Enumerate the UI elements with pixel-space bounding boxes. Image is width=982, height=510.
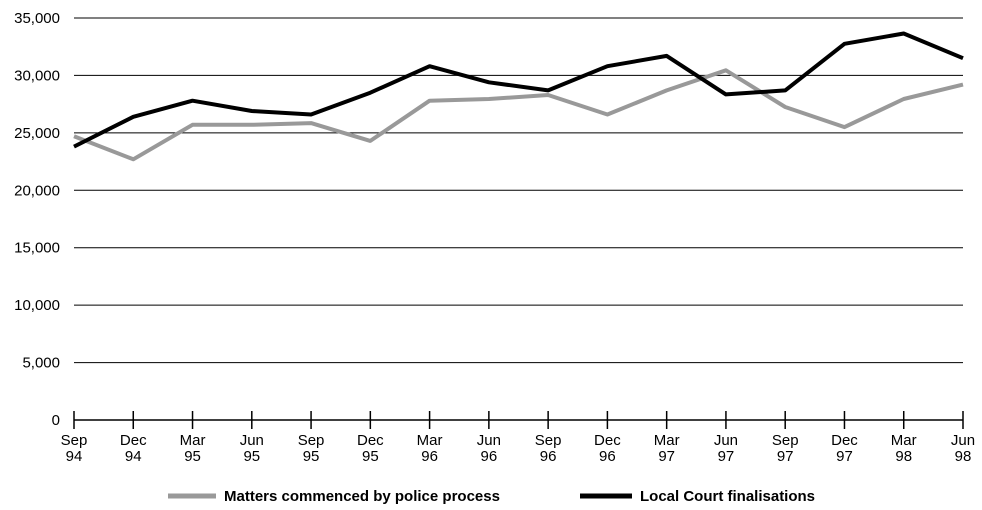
x-tick-label-year: 97 xyxy=(836,448,853,465)
x-tick-label-year: 96 xyxy=(421,448,438,465)
legend: Matters commenced by police process Local… xyxy=(168,488,815,505)
x-tick-label-year: 96 xyxy=(481,448,498,465)
x-tick-label-month: Sep xyxy=(535,432,562,449)
x-tick-label-month: Mar xyxy=(891,432,917,449)
y-tick-label: 20,000 xyxy=(14,182,60,199)
grid-lines xyxy=(74,17,963,364)
x-tick-label-year: 96 xyxy=(540,448,557,465)
x-tick-label-month: Dec xyxy=(831,432,858,449)
x-tick-labels: Sep94Dec94Mar95Jun95Sep95Dec95Mar96Jun96… xyxy=(61,432,975,465)
legend-label: Local Court finalisations xyxy=(640,488,815,505)
x-tick-label-month: Dec xyxy=(594,432,621,449)
x-tick-label-year: 96 xyxy=(599,448,616,465)
x-tick-label-month: Mar xyxy=(180,432,206,449)
series-line-police-process xyxy=(73,68,964,162)
x-tick-label-month: Jun xyxy=(477,432,501,449)
y-tick-label: 15,000 xyxy=(14,240,60,257)
x-tick-label-year: 98 xyxy=(895,448,912,465)
x-tick-label-month: Jun xyxy=(240,432,264,449)
x-tick-label-year: 97 xyxy=(718,448,735,465)
y-tick-label: 35,000 xyxy=(14,10,60,27)
x-tick-label-year: 97 xyxy=(658,448,675,465)
x-tick-label-year: 97 xyxy=(777,448,794,465)
x-tick-label-month: Dec xyxy=(357,432,384,449)
x-tick-label-year: 95 xyxy=(362,448,379,465)
x-tick-label-month: Jun xyxy=(714,432,738,449)
legend-label: Matters commenced by police process xyxy=(224,488,500,505)
x-tick-label-month: Sep xyxy=(298,432,325,449)
series-line-court-finalisations xyxy=(73,31,964,149)
x-tick-label-month: Mar xyxy=(417,432,443,449)
x-tick-label-year: 98 xyxy=(955,448,972,465)
x-tick-label-year: 95 xyxy=(303,448,320,465)
x-tick-label-year: 95 xyxy=(184,448,201,465)
y-tick-label: 5,000 xyxy=(22,355,60,372)
series-lines xyxy=(73,31,964,162)
x-tick-label-month: Sep xyxy=(772,432,799,449)
y-tick-label: 10,000 xyxy=(14,297,60,314)
x-tick-label-month: Mar xyxy=(654,432,680,449)
x-tick-label-month: Jun xyxy=(951,432,975,449)
x-tick-label-year: 94 xyxy=(125,448,142,465)
y-tick-label: 30,000 xyxy=(14,67,60,84)
x-tick-label-month: Sep xyxy=(61,432,88,449)
y-tick-label: 0 xyxy=(52,412,60,429)
y-tick-labels: 0 5,000 10,000 15,000 20,000 25,000 30,000 35,0… xyxy=(14,10,60,429)
x-tick-label-year: 95 xyxy=(243,448,260,465)
x-axis xyxy=(73,411,964,429)
x-tick-label-year: 94 xyxy=(66,448,83,465)
x-tick-label-month: Dec xyxy=(120,432,147,449)
y-tick-label: 25,000 xyxy=(14,125,60,142)
